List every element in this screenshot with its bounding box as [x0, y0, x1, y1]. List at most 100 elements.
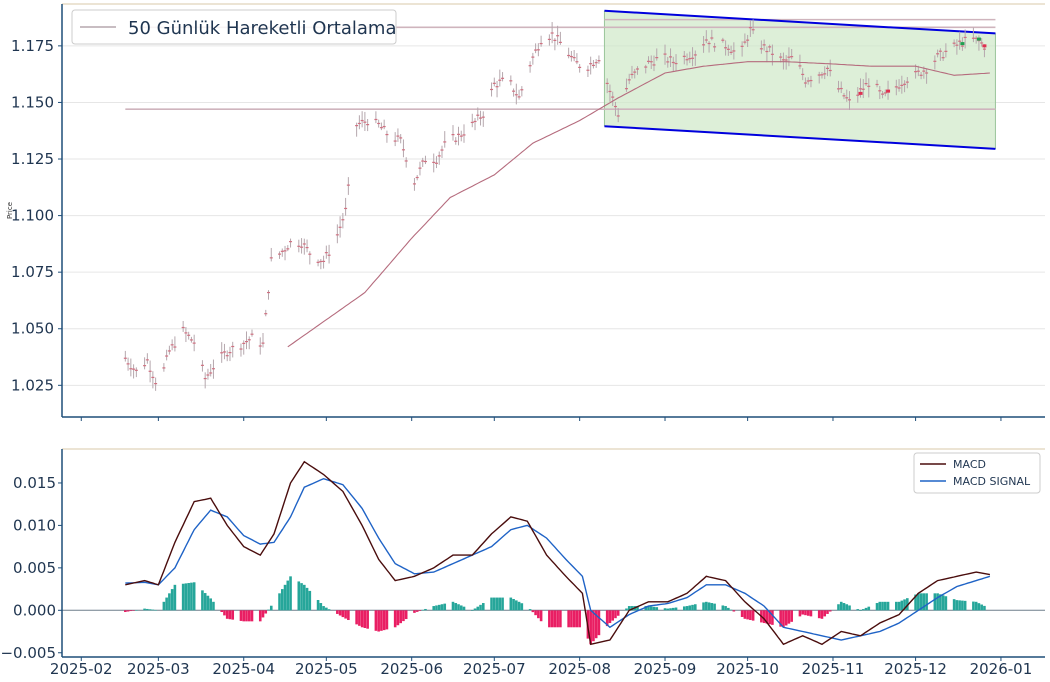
histogram-bar: [396, 610, 400, 626]
histogram-bar: [415, 610, 419, 612]
histogram-bar: [674, 607, 678, 611]
macd-xtick-label: 2025-09: [634, 660, 697, 678]
histogram-bar: [135, 610, 138, 611]
histogram-bar: [492, 597, 496, 611]
histogram-bar: [707, 602, 711, 611]
macd-xtick-label: 2025-08: [548, 660, 611, 678]
histogram-bar: [393, 610, 397, 628]
price-ytick-label: 1.175: [11, 37, 54, 55]
histogram-bar: [129, 610, 133, 612]
histogram-bar: [170, 589, 174, 611]
macd-ytick-label: 0.015: [13, 474, 56, 492]
macd-xtick-label: 2025-04: [212, 660, 275, 678]
histogram-bar: [531, 610, 535, 613]
histogram-bar: [316, 599, 320, 611]
candle-marker: [976, 37, 981, 41]
price-ytick-label: 1.100: [11, 207, 54, 225]
histogram-bar: [377, 610, 380, 632]
histogram-bar: [539, 610, 543, 622]
histogram-bar: [762, 610, 766, 624]
histogram-bar: [187, 583, 190, 611]
histogram-bar: [941, 595, 945, 611]
histogram-bar: [303, 584, 306, 611]
histogram-bar: [608, 610, 612, 624]
price-ytick-label: 1.150: [11, 93, 54, 111]
histogram-bar: [771, 610, 774, 625]
histogram-bar: [972, 601, 975, 611]
histogram-bar: [374, 610, 378, 631]
histogram-bar: [705, 601, 708, 611]
histogram-bar: [162, 601, 166, 611]
histogram-bar: [983, 605, 986, 611]
moving-average-line: [287, 61, 990, 348]
histogram-bar: [151, 609, 155, 611]
histogram-bar: [280, 589, 284, 611]
histogram-bar: [977, 603, 981, 611]
histogram-bar: [875, 603, 879, 611]
histogram-bar: [278, 593, 281, 611]
histogram-bar: [897, 601, 901, 611]
histogram-bar: [903, 599, 906, 611]
histogram-bar: [432, 606, 436, 611]
histogram-bar: [366, 610, 369, 629]
histogram-bar: [727, 607, 730, 611]
histogram-bar: [269, 605, 273, 611]
channel-fill: [604, 10, 996, 149]
histogram-bar: [325, 607, 328, 611]
histogram-bar: [437, 604, 441, 611]
histogram-bar: [806, 610, 810, 616]
histogram-bar: [914, 594, 917, 611]
histogram-bar: [382, 610, 386, 631]
price-legend: 50 Günlük Hareketli Ortalama: [71, 9, 397, 45]
histogram-bar: [462, 606, 466, 611]
histogram-bar: [228, 610, 232, 620]
histogram-bar: [694, 604, 697, 611]
macd-line: [125, 460, 991, 646]
histogram-bar: [355, 610, 358, 625]
signal-legend-label: MACD SIGNAL: [953, 475, 1031, 488]
macd-ytick-label: 0.000: [13, 601, 56, 619]
histogram-bar: [512, 598, 515, 611]
histogram-bar: [341, 610, 345, 618]
histogram-bar: [319, 603, 323, 611]
histogram-bar: [592, 610, 595, 642]
histogram-bar: [743, 610, 747, 619]
histogram-bar: [146, 608, 149, 611]
macd-panel: −0.005 0.000 0.005 0.010 0.015 2025-02 2025-03…: [0, 448, 1045, 678]
macd-ytick-label: 0.005: [13, 559, 56, 577]
histogram-bar: [974, 601, 978, 611]
histogram-bar: [528, 609, 532, 611]
histogram-bar: [861, 609, 865, 611]
channel-upper-line: [604, 9, 996, 35]
histogram-bar: [567, 610, 570, 628]
histogram-bar: [955, 600, 959, 611]
macd-signal-line: [125, 477, 991, 641]
candle-marker: [982, 44, 987, 48]
histogram-bar: [958, 600, 961, 611]
histogram-bar: [732, 610, 736, 612]
histogram-bar: [895, 601, 898, 611]
histogram-bar: [190, 582, 193, 611]
histogram-bar: [669, 608, 672, 611]
histogram-bar: [360, 610, 364, 628]
histogram-bar: [454, 603, 458, 611]
histogram-bar: [239, 610, 243, 621]
histogram-bar: [787, 610, 791, 624]
histogram-bar: [286, 580, 290, 611]
histogram-bar: [790, 610, 793, 622]
histogram-bar: [817, 610, 821, 619]
histogram-bar: [181, 583, 185, 611]
histogram-bar: [652, 606, 656, 611]
histogram-bar: [495, 597, 499, 611]
histogram-bar: [749, 610, 752, 621]
histogram-bar: [575, 610, 579, 628]
histogram-bar: [883, 601, 887, 611]
price-legend-label: 50 Günlük Hareketli Ortalama: [128, 18, 396, 39]
macd-xtick-label: 2025-11: [802, 660, 865, 678]
histogram-bar: [473, 608, 477, 611]
price-ytick-label: 1.125: [11, 150, 54, 168]
histogram-bar: [713, 603, 716, 611]
histogram-bar: [250, 610, 254, 622]
channel-lower-line: [604, 125, 996, 150]
